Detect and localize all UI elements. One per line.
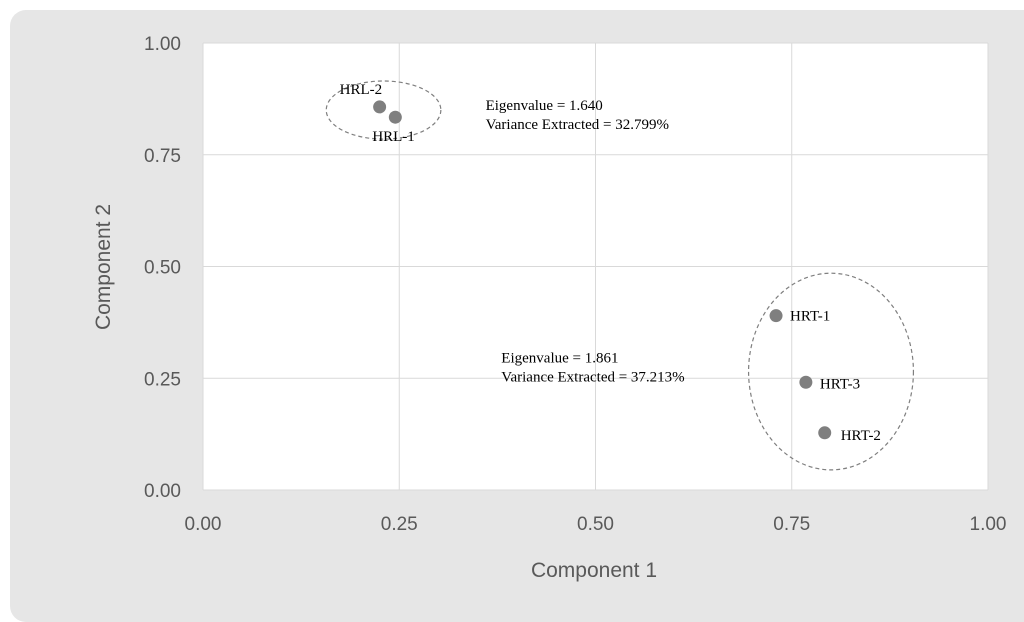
cluster-circles: [325, 80, 915, 471]
y-axis-title: Component 2: [92, 204, 115, 330]
grid: [202, 42, 989, 491]
scatter-chart: 0.00 0.25 0.50 0.75 1.00 0.00 0.25 0.50 0.75 1.0…: [92, 34, 1007, 582]
data-point: [769, 309, 783, 323]
data-point: [373, 100, 387, 114]
annotation-text: Variance Extracted = 37.213%: [501, 370, 684, 386]
x-tick-label: 1.00: [970, 514, 1007, 535]
x-tick-label: 0.75: [773, 514, 810, 535]
point-label: HRT-1: [790, 309, 830, 325]
y-tick-label: 1.00: [144, 34, 181, 55]
cluster-circle: [325, 80, 442, 140]
point-label: HRT-3: [820, 376, 860, 392]
y-tick-label: 0.75: [144, 146, 181, 167]
y-tick-label: 0.50: [144, 258, 181, 279]
data-points: HRL-2 HRL-1 HRT-1 HRT-3 HRT-2: [340, 82, 881, 444]
x-tick-label: 0.00: [185, 514, 222, 535]
annotation-text: Variance Extracted = 32.799%: [486, 117, 669, 133]
y-tick-labels: 0.00 0.25 0.50 0.75 1.00: [144, 34, 181, 502]
cluster-circle: [747, 272, 915, 471]
y-tick-label: 0.25: [144, 369, 181, 390]
x-tick-labels: 0.00 0.25 0.50 0.75 1.00: [185, 514, 1007, 535]
annotation-text: Eigenvalue = 1.640: [486, 98, 603, 114]
data-point: [388, 110, 402, 124]
point-label: HRL-2: [340, 82, 383, 98]
data-point: [818, 426, 832, 440]
x-axis-title: Component 1: [531, 559, 657, 582]
annotations: Eigenvalue = 1.640 Variance Extracted = 3…: [486, 98, 685, 386]
point-label: HRT-2: [841, 428, 881, 444]
x-tick-label: 0.25: [381, 514, 418, 535]
y-tick-label: 0.00: [144, 481, 181, 502]
point-label: HRL-1: [372, 129, 415, 145]
data-point: [799, 375, 813, 389]
x-tick-label: 0.50: [577, 514, 614, 535]
annotation-text: Eigenvalue = 1.861: [501, 351, 618, 367]
chart-card: 0.00 0.25 0.50 0.75 1.00 0.00 0.25 0.50 0.75 1.0…: [10, 10, 1024, 622]
